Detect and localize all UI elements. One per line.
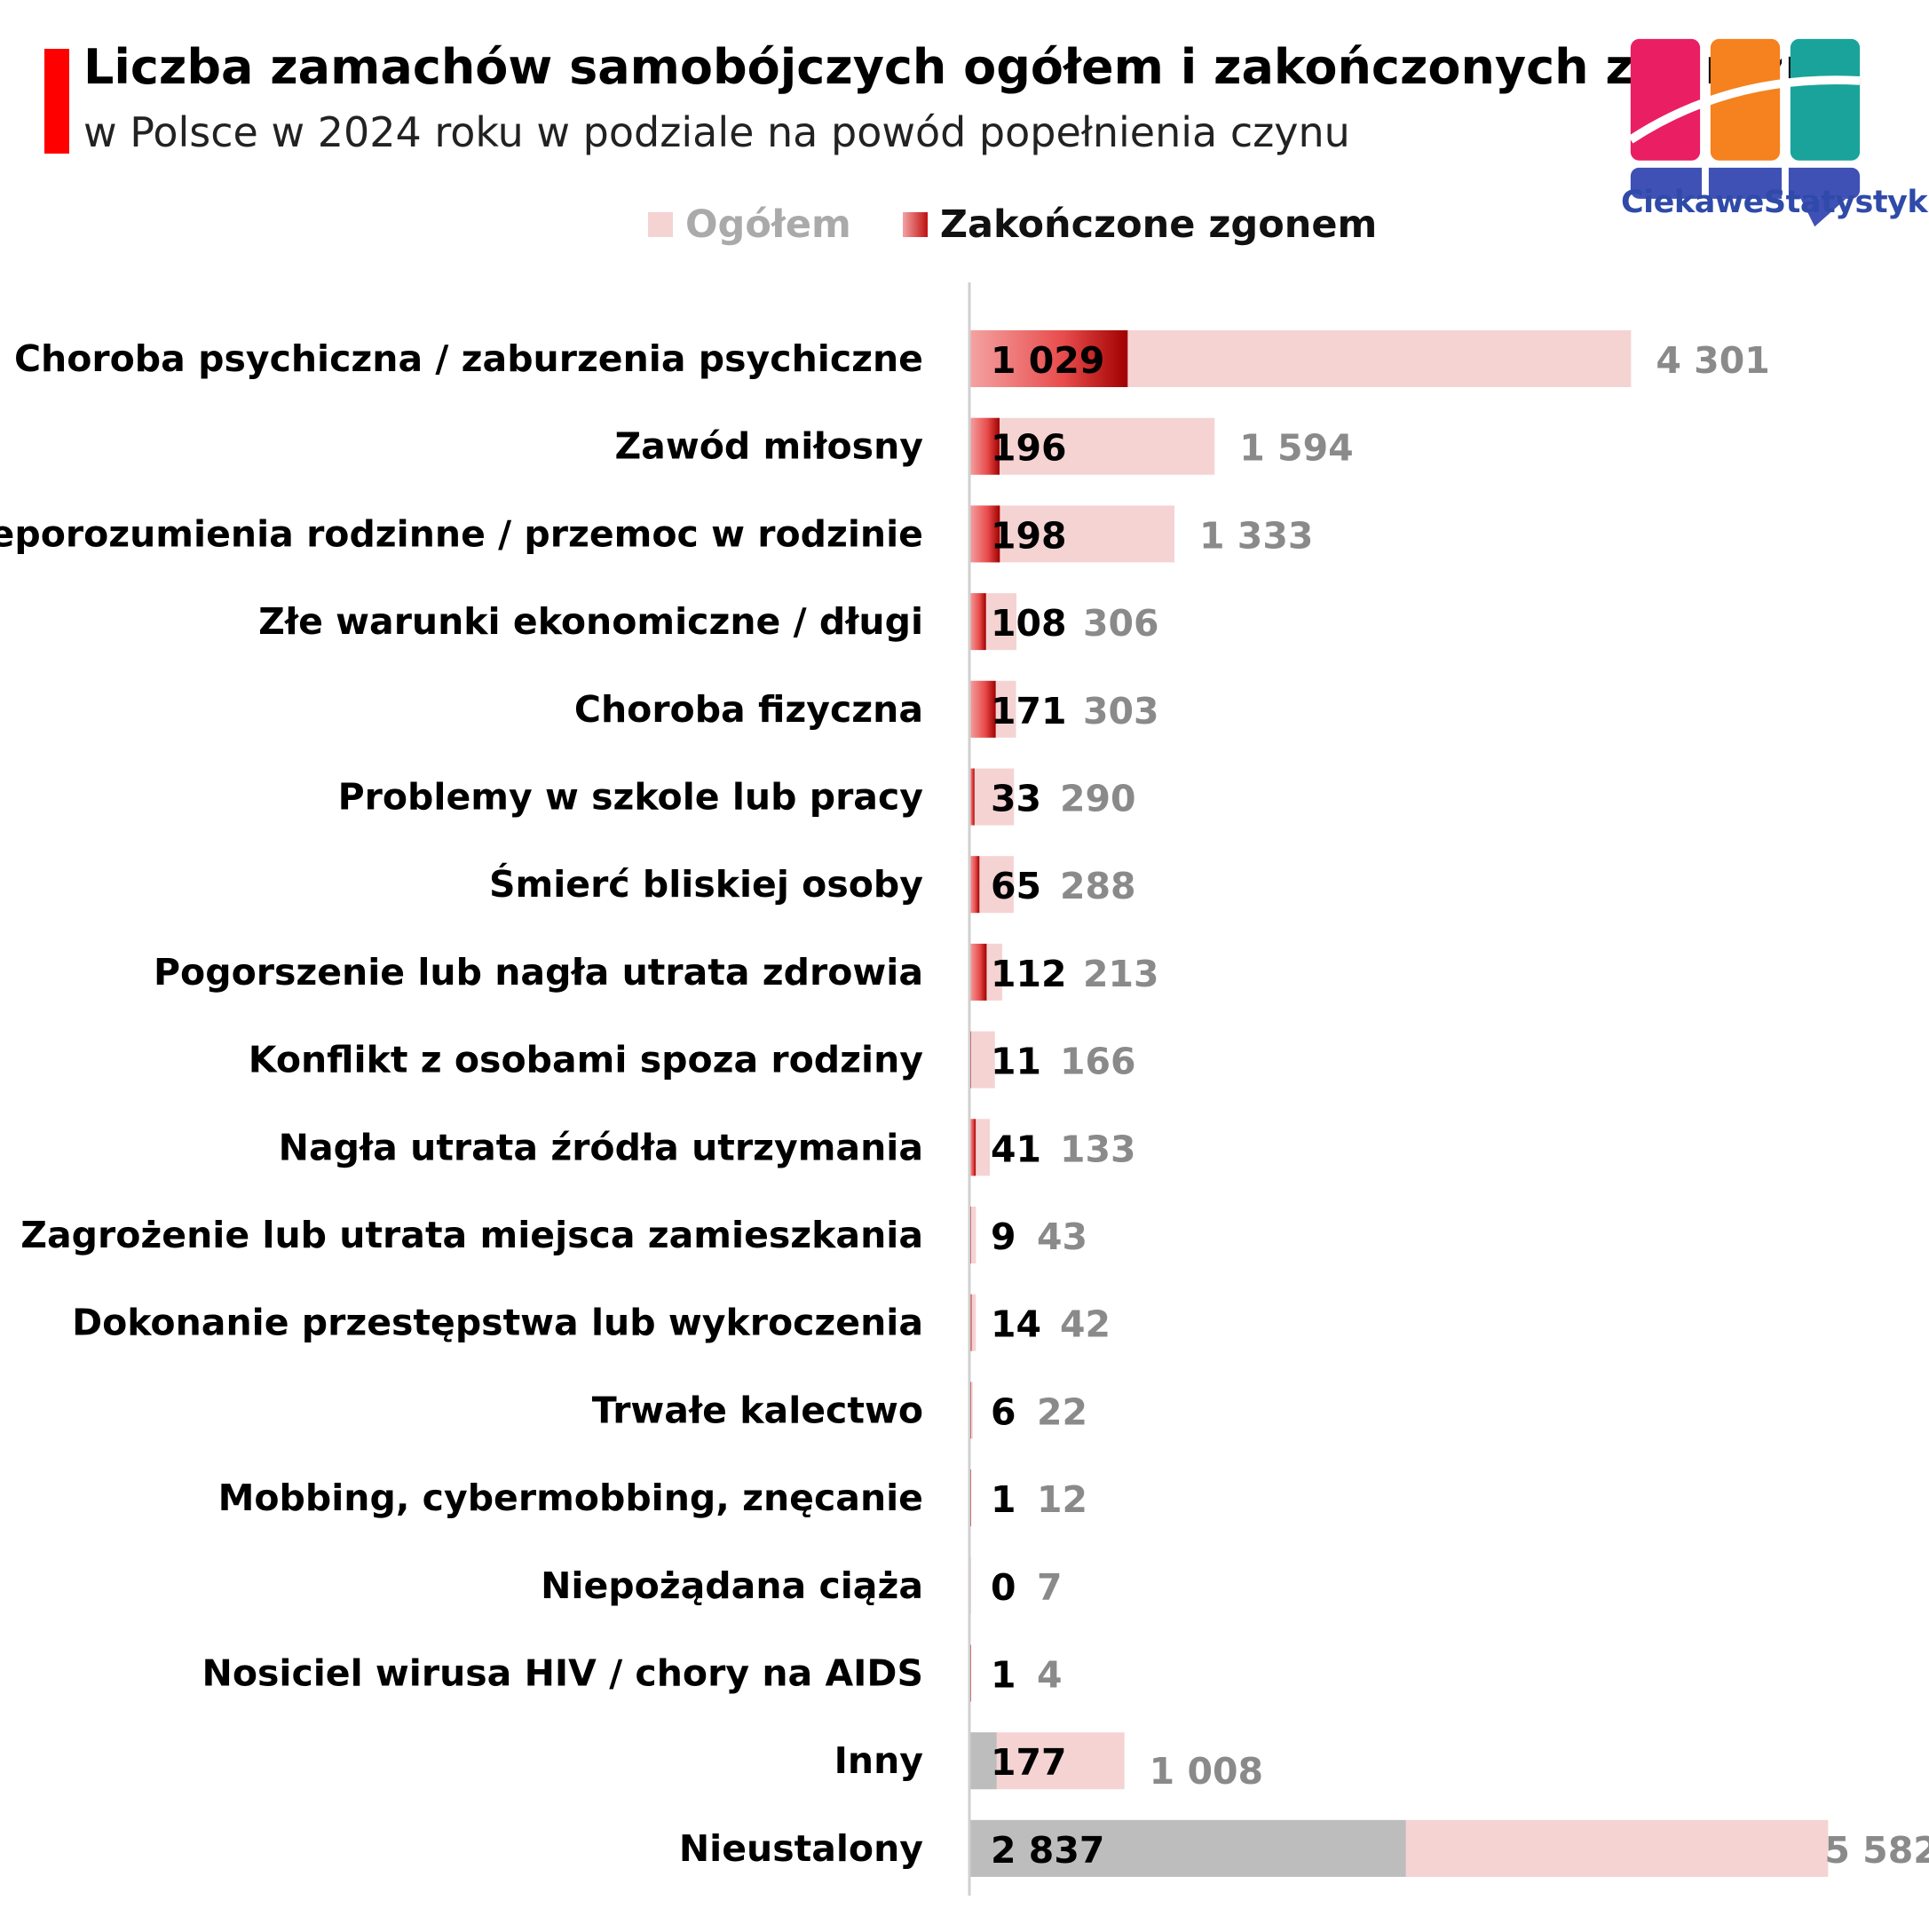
category-label: Nosiciel wirusa HIV / chory na AIDS	[202, 1652, 924, 1695]
value-label-total: 5 582	[1824, 1829, 1929, 1872]
chart-subtitle: w Polsce w 2024 roku w podziale na powód…	[83, 108, 1350, 156]
bar-total	[969, 505, 1175, 563]
bar-total	[969, 417, 1215, 475]
bar-deaths	[969, 593, 986, 651]
value-label-total: 306	[1083, 602, 1159, 645]
value-label-total: 7	[1037, 1566, 1063, 1609]
value-label-total: 4	[1037, 1654, 1063, 1697]
value-label-deaths: 171	[991, 690, 1067, 732]
value-label-total: 4 301	[1656, 339, 1769, 382]
bar-total	[969, 1207, 976, 1263]
value-label-total: 290	[1060, 778, 1136, 820]
category-label: Dokonanie przestępstwa lub wykroczenia	[72, 1302, 923, 1344]
value-label-deaths: 1	[991, 1478, 1016, 1521]
legend-swatch-deaths	[902, 212, 928, 237]
legend-swatch-total	[648, 212, 673, 237]
category-label: Nagła utrata źródła utrzymania	[279, 1126, 923, 1168]
category-label: Problemy w szkole lub pracy	[338, 776, 923, 819]
bar-deaths	[969, 330, 1128, 387]
category-label: Mobbing, cybermobbing, znęcanie	[218, 1477, 923, 1519]
value-label-deaths: 1 029	[991, 339, 1104, 382]
bar-deaths	[969, 1819, 1406, 1877]
bar-deaths	[969, 768, 975, 826]
bar-deaths	[969, 1732, 997, 1790]
category-label: Inny	[834, 1739, 923, 1782]
value-label-deaths: 33	[991, 778, 1041, 820]
value-label-total: 213	[1083, 953, 1159, 995]
logo-block-orange	[1710, 38, 1781, 161]
logo-speech-tail	[1800, 198, 1846, 227]
logo-swoosh	[1628, 75, 1861, 144]
value-label-deaths: 196	[991, 427, 1067, 470]
bar-deaths	[969, 943, 987, 1001]
value-label-total: 42	[1060, 1303, 1111, 1346]
category-label: Pogorszenie lub nagła utrata zdrowia	[154, 951, 923, 994]
bar-total	[969, 768, 1015, 826]
bar-total	[969, 1294, 976, 1351]
value-label-deaths: 65	[991, 865, 1041, 907]
value-label-total: 303	[1083, 690, 1159, 732]
logo-icon	[1626, 36, 1862, 227]
legend-label-total: Ogółem	[685, 202, 851, 247]
value-label-deaths: 177	[991, 1741, 1067, 1784]
category-label: Zagrożenie lub utrata miejsca zamieszkan…	[20, 1214, 923, 1256]
value-label-total: 1 594	[1239, 427, 1353, 470]
value-label-deaths: 9	[991, 1215, 1016, 1258]
bars-layer: Choroba psychiczna / zaburzenia psychicz…	[0, 330, 1929, 1877]
bar-deaths	[969, 417, 1000, 475]
bar-deaths	[969, 1119, 976, 1176]
category-label: Choroba psychiczna / zaburzenia psychicz…	[14, 337, 923, 380]
value-label-total: 43	[1037, 1215, 1087, 1258]
category-label: Nieporozumienia rodzinne / przemoc w rod…	[0, 512, 923, 555]
value-label-total: 1 008	[1150, 1750, 1263, 1793]
bar-deaths	[969, 856, 980, 914]
value-label-deaths: 108	[991, 602, 1067, 645]
legend: Ogółem Zakończone zgonem	[648, 202, 1377, 247]
value-label-total: 288	[1060, 865, 1136, 907]
value-label-deaths: 0	[991, 1566, 1016, 1609]
category-label: Złe warunki ekonomiczne / długi	[258, 600, 923, 643]
value-label-total: 22	[1037, 1390, 1087, 1433]
category-label: Śmierć bliskiej osoby	[489, 863, 923, 906]
value-label-deaths: 11	[991, 1041, 1041, 1083]
category-label: Choroba fizyczna	[574, 688, 923, 731]
value-label-total: 1 333	[1199, 514, 1313, 557]
logo-block-teal	[1790, 38, 1861, 161]
logo-text: CiekaweStatystyki.pl	[1621, 185, 1929, 220]
category-label: Nieustalony	[679, 1827, 923, 1870]
value-label-deaths: 2 837	[991, 1829, 1104, 1872]
category-label: Zawód miłosny	[614, 425, 923, 468]
chart-title: Liczba zamachów samobójczych ogółem i za…	[83, 39, 1817, 95]
bar-deaths	[969, 505, 1000, 563]
value-label-total: 166	[1060, 1041, 1136, 1083]
bar-total	[969, 1031, 995, 1089]
value-label-total: 133	[1060, 1128, 1136, 1170]
value-label-total: 12	[1037, 1478, 1087, 1521]
category-label: Niepożądana ciąża	[541, 1564, 923, 1607]
value-label-deaths: 41	[991, 1128, 1041, 1170]
value-label-deaths: 198	[991, 514, 1067, 557]
legend-label-deaths: Zakończone zgonem	[939, 202, 1378, 247]
category-label: Trwałe kalectwo	[592, 1389, 923, 1431]
bar-deaths	[969, 680, 996, 738]
value-label-deaths: 14	[991, 1303, 1041, 1346]
logo-block-blue	[1630, 167, 1861, 199]
value-label-deaths: 112	[991, 953, 1067, 995]
title-accent-bar	[44, 49, 69, 154]
value-label-deaths: 1	[991, 1654, 1016, 1697]
category-label: Konflikt z osobami spoza rodziny	[249, 1039, 923, 1081]
value-label-deaths: 6	[991, 1390, 1016, 1433]
